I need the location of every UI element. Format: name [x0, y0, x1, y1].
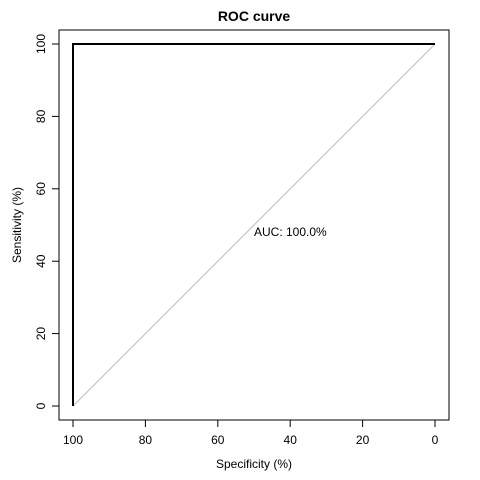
roc-curve-line [72, 43, 435, 406]
x-axis-label: Specificity (%) [216, 457, 292, 471]
x-tick-label: 60 [211, 433, 225, 447]
diagonal-reference-line [72, 43, 436, 407]
x-tick-label: 100 [63, 433, 83, 447]
chart-title: ROC curve [218, 8, 291, 24]
x-tick-label: 20 [356, 433, 370, 447]
plot-area [72, 43, 436, 407]
auc-annotation: AUC: 100.0% [254, 225, 327, 239]
y-tick-label: 80 [34, 109, 48, 123]
y-tick-label: 60 [34, 182, 48, 196]
axes: 100 80 60 40 20 0 0 20 40 60 80 100 AUC: 100.0% [34, 29, 450, 447]
y-tick-label: 20 [34, 327, 48, 341]
y-tick-label: 0 [34, 402, 48, 409]
y-tick-label: 40 [34, 254, 48, 268]
x-tick-label: 80 [139, 433, 153, 447]
plot-frame [58, 29, 450, 421]
y-axis-label: Sensitivity (%) [10, 187, 24, 263]
x-tick-label: 0 [432, 433, 439, 447]
y-tick-label: 100 [34, 34, 48, 54]
x-tick-label: 40 [284, 433, 298, 447]
